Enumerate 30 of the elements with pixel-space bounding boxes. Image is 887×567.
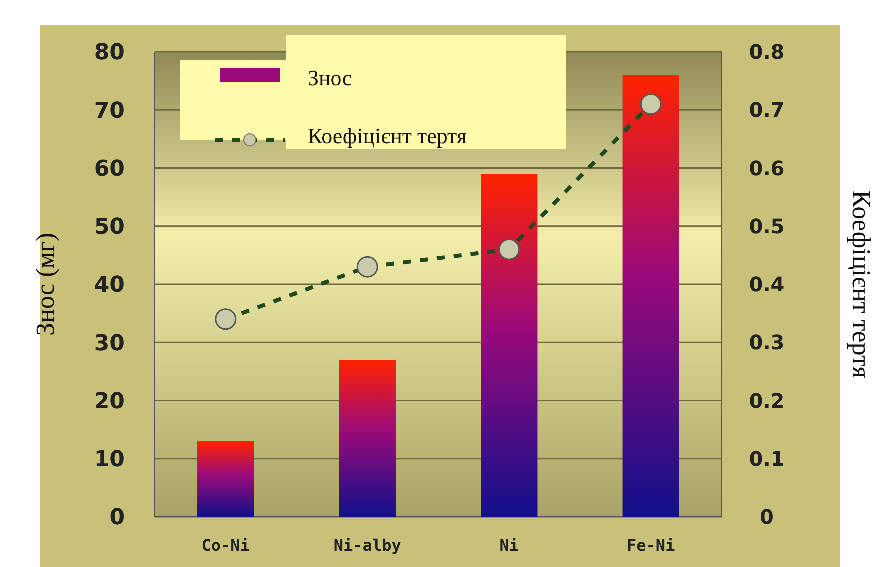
y2-tick-label: 0.3 <box>749 330 785 355</box>
y-axis-title: Знос (мг) <box>31 232 60 336</box>
bar <box>622 75 680 517</box>
bar <box>481 174 538 517</box>
y2-axis-title: Коефіцієнт тертя <box>846 190 876 378</box>
y-tick-label: 30 <box>94 331 125 356</box>
y-tick-label: 80 <box>94 40 125 66</box>
bar <box>339 360 396 517</box>
y-tick-label: 50 <box>94 215 125 240</box>
y-tick-label: 10 <box>94 448 125 473</box>
y2-tick-label: 0.4 <box>749 272 785 296</box>
y2-tick-label: 0.1 <box>749 446 785 471</box>
legend-label: Знос <box>308 66 352 91</box>
y2-tick-label: 0.5 <box>749 214 785 238</box>
y2-tick-label: 0.7 <box>749 98 785 122</box>
x-tick-label: Fe-Ni <box>627 536 676 555</box>
y-tick-label: 20 <box>94 389 125 414</box>
x-tick-label: Ni-alby <box>334 536 402 555</box>
y2-tick-label: 0.2 <box>749 388 785 413</box>
y-tick-label: 0 <box>110 506 125 531</box>
y-tick-label: 40 <box>94 273 125 298</box>
y2-tick-label: 0.6 <box>749 156 785 180</box>
legend-label: Коефіцієнт тертя <box>308 124 467 149</box>
x-tick-label: Ni <box>500 536 520 555</box>
y2-tick-label: 0.8 <box>749 40 785 64</box>
y-tick-label: 70 <box>94 98 125 124</box>
y-tick-label: 60 <box>94 156 125 182</box>
x-tick-label: Co-Ni <box>202 536 250 555</box>
bar <box>198 441 254 517</box>
y2-tick-label: 0 <box>760 505 774 529</box>
